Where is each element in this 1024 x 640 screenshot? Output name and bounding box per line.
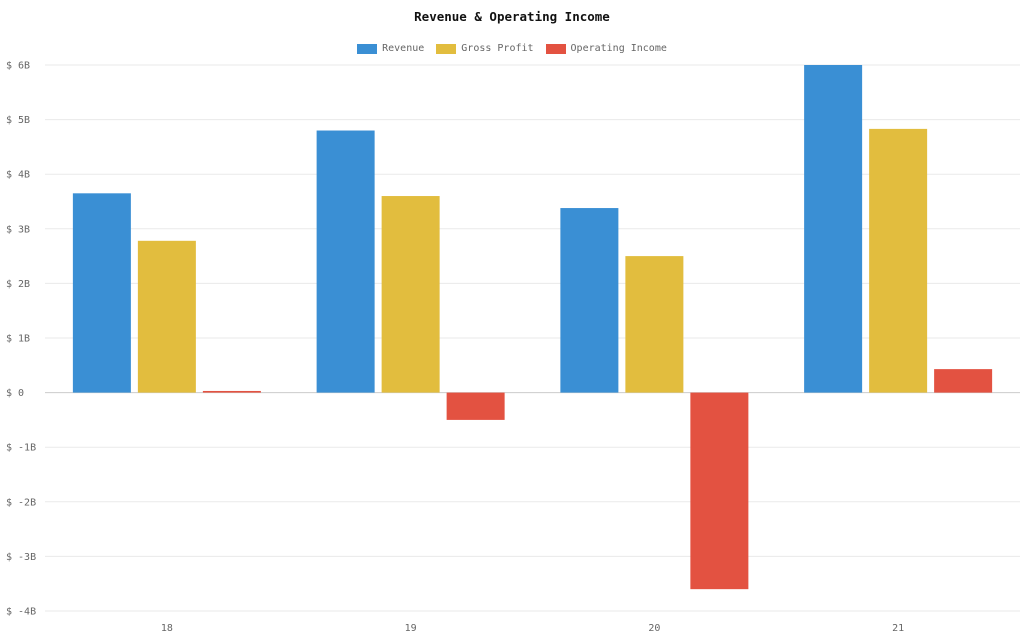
x-tick-label: 21 (892, 623, 904, 634)
y-tick-label: $ 1B (6, 334, 30, 345)
bar-operating-income (202, 390, 261, 393)
bar-operating-income (690, 392, 749, 590)
legend-swatch-gross-profit (436, 43, 457, 54)
y-tick-label: $ 3B (6, 224, 30, 235)
legend-item-operating-income[interactable]: Operating Income (545, 43, 667, 54)
y-tick-label: $ -3B (6, 552, 36, 563)
legend-swatch-operating-income (545, 43, 566, 54)
y-tick-label: $ -1B (6, 443, 36, 454)
legend-label-gross-profit: Gross Profit (461, 43, 534, 54)
legend-item-gross-profit[interactable]: Gross Profit (436, 43, 534, 54)
x-tick-label: 18 (161, 623, 173, 634)
bar-gross-profit (625, 256, 684, 393)
y-tick-label: $ 2B (6, 279, 30, 290)
bar-revenue (804, 65, 863, 393)
bar-revenue (560, 208, 619, 393)
legend-item-revenue[interactable]: Revenue (357, 43, 424, 54)
legend: Revenue Gross Profit Operating Income (0, 43, 1024, 54)
bar-operating-income (446, 392, 505, 420)
legend-label-operating-income: Operating Income (570, 43, 667, 54)
y-tick-label: $ -2B (6, 497, 36, 508)
bar-gross-profit (381, 196, 440, 393)
y-tick-label: $ 5B (6, 115, 30, 126)
y-tick-label: $ 0 (6, 388, 24, 399)
x-tick-label: 19 (405, 623, 417, 634)
legend-swatch-revenue (357, 43, 378, 54)
y-tick-label: $ 4B (6, 170, 30, 181)
bar-revenue (316, 130, 375, 393)
y-tick-label: $ -4B (6, 607, 36, 618)
chart-title: Revenue & Operating Income (414, 9, 610, 24)
bar-gross-profit (137, 240, 196, 393)
x-tick-label: 20 (648, 623, 660, 634)
y-tick-label: $ 6B (6, 61, 30, 72)
bar-revenue (72, 193, 131, 393)
bar-gross-profit (869, 128, 928, 393)
legend-label-revenue: Revenue (382, 43, 425, 54)
bar-operating-income (934, 369, 993, 393)
